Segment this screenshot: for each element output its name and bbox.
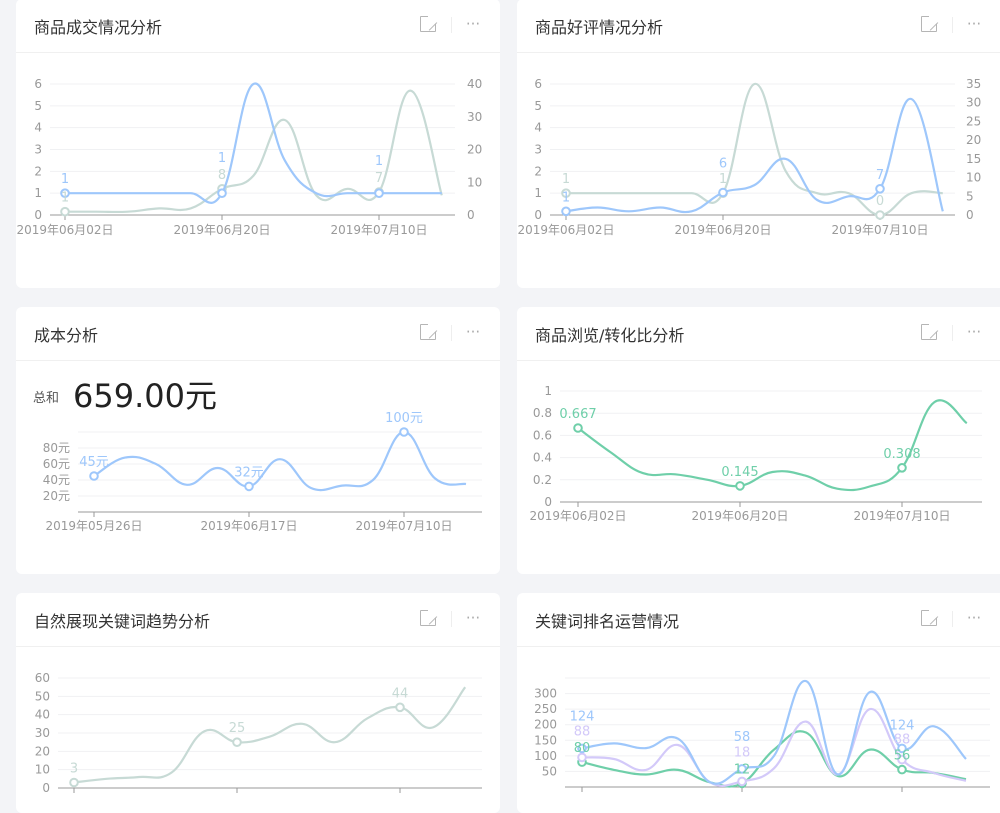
card-cost-analysis: 成本分析 ··· 总和 659.00元 — [16, 307, 500, 574]
external-link-icon[interactable] — [920, 322, 939, 342]
more-icon[interactable]: ··· — [465, 323, 481, 341]
card-header: 自然展现关键词趋势分析 ··· — [16, 593, 500, 647]
external-link-icon[interactable] — [419, 322, 438, 342]
card-header: 成本分析 ··· — [16, 307, 500, 361]
divider — [451, 17, 452, 33]
total-value: 659.00元 — [73, 377, 217, 415]
card-title: 关键词排名运营情况 — [535, 612, 680, 631]
card-title: 商品成交情况分析 — [34, 18, 163, 37]
card-title: 商品好评情况分析 — [535, 18, 664, 37]
divider — [952, 611, 953, 627]
card-keyword-trend: 自然展现关键词趋势分析 ··· — [16, 593, 500, 813]
external-link-icon[interactable] — [920, 14, 939, 34]
card-header: 关键词排名运营情况 ··· — [517, 593, 1000, 647]
card-title: 成本分析 — [34, 326, 99, 345]
more-icon[interactable]: ··· — [465, 609, 481, 627]
divider — [451, 611, 452, 627]
more-icon[interactable]: ··· — [465, 15, 481, 33]
external-link-icon[interactable] — [419, 14, 438, 34]
card-title: 商品浏览/转化比分析 — [535, 326, 685, 345]
card-sales-analysis: 商品成交情况分析 ··· — [16, 0, 500, 288]
card-conversion-analysis: 商品浏览/转化比分析 ··· — [517, 307, 1000, 574]
more-icon[interactable]: ··· — [966, 609, 982, 627]
more-icon[interactable]: ··· — [966, 323, 982, 341]
card-header: 商品成交情况分析 ··· — [16, 0, 500, 53]
divider — [451, 325, 452, 341]
external-link-icon[interactable] — [419, 608, 438, 628]
card-title: 自然展现关键词趋势分析 — [34, 612, 211, 631]
card-review-analysis: 商品好评情况分析 ··· — [517, 0, 1000, 288]
card-header: 商品浏览/转化比分析 ··· — [517, 307, 1000, 361]
external-link-icon[interactable] — [920, 608, 939, 628]
card-header: 商品好评情况分析 ··· — [517, 0, 1000, 53]
divider — [952, 17, 953, 33]
divider — [952, 325, 953, 341]
more-icon[interactable]: ··· — [966, 15, 982, 33]
total-label: 总和 — [33, 391, 60, 406]
card-keyword-ranking: 关键词排名运营情况 ··· — [517, 593, 1000, 813]
